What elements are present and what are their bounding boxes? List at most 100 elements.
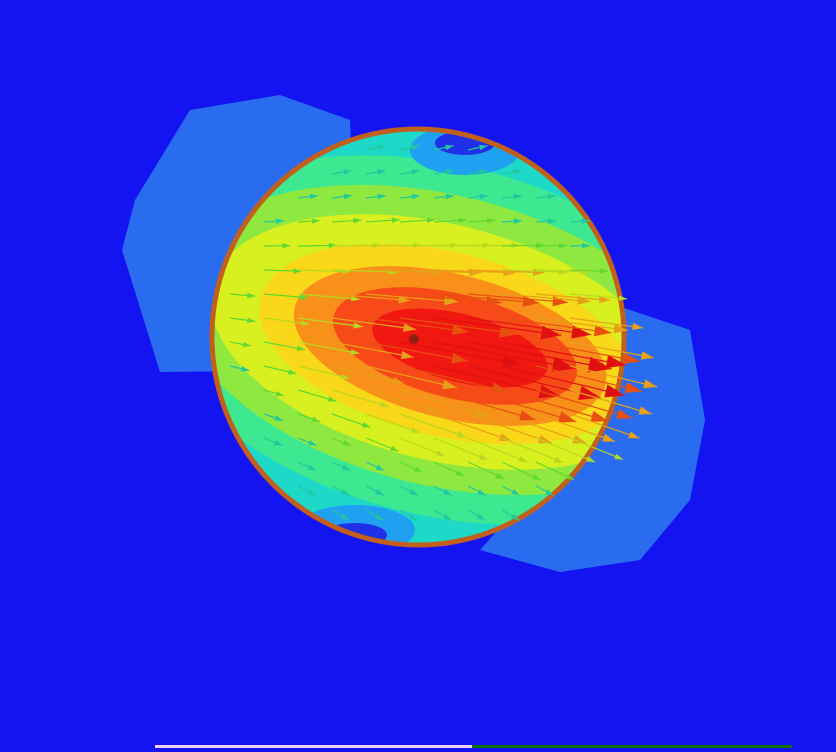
vector-head xyxy=(513,169,522,175)
vector-head xyxy=(293,268,302,274)
vector-head xyxy=(558,411,577,423)
vector-shaft xyxy=(433,437,488,461)
vector-shaft xyxy=(569,437,624,461)
vector-shaft xyxy=(501,269,569,273)
vector-head xyxy=(445,193,454,200)
vector-shaft xyxy=(331,317,416,330)
vector-shaft xyxy=(331,269,398,273)
vector-shaft xyxy=(399,317,519,335)
vector-head xyxy=(242,341,252,348)
vector-head xyxy=(311,416,321,422)
vector-shaft xyxy=(569,389,652,415)
vector-head xyxy=(537,434,552,444)
vector-head xyxy=(518,456,528,463)
vector-shaft xyxy=(331,293,411,302)
vector-head xyxy=(274,439,283,446)
vector-head xyxy=(300,320,310,326)
vector-head xyxy=(340,513,350,521)
vector-head xyxy=(602,433,616,442)
vector-head xyxy=(442,513,452,521)
vector-head xyxy=(477,489,486,496)
vector-head xyxy=(623,353,640,364)
status-bar xyxy=(155,745,472,748)
vector-head xyxy=(628,431,640,439)
vector-head xyxy=(375,464,385,471)
vector-shaft xyxy=(297,365,351,380)
vector-shaft xyxy=(535,293,610,301)
vector-shaft xyxy=(433,317,562,336)
vector-shaft xyxy=(331,341,414,358)
vector-head xyxy=(353,322,363,329)
vector-head xyxy=(565,473,575,480)
vector-head xyxy=(275,390,284,397)
vector-head xyxy=(479,169,488,175)
vector-head xyxy=(510,513,520,521)
vector-head xyxy=(604,384,625,398)
vector-head xyxy=(624,382,642,394)
vector-head xyxy=(590,410,609,422)
vector-head xyxy=(501,354,522,368)
vector-head xyxy=(498,433,512,442)
vector-head xyxy=(613,323,628,334)
vector-head xyxy=(593,324,612,337)
vector-shaft xyxy=(501,317,612,334)
vector-head xyxy=(247,317,256,324)
vector-head xyxy=(587,356,612,373)
vector-shaft xyxy=(399,365,510,393)
vector-shaft xyxy=(501,293,591,303)
vector-head xyxy=(282,242,291,249)
vector-shaft xyxy=(501,437,564,464)
vector-head xyxy=(341,373,350,380)
vector-shaft xyxy=(433,389,536,421)
vector-shaft xyxy=(433,413,512,442)
vector-shaft xyxy=(467,317,592,336)
vector-field xyxy=(229,144,658,521)
vector-shaft xyxy=(433,293,539,304)
vector-head xyxy=(341,489,350,496)
vector-head xyxy=(241,366,250,372)
vector-shaft xyxy=(365,293,459,303)
vector-head xyxy=(377,144,386,151)
vector-head xyxy=(540,325,562,340)
vector-head xyxy=(445,144,454,151)
vector-head xyxy=(351,295,360,302)
vector-shaft xyxy=(535,341,641,363)
vector-head xyxy=(605,355,627,369)
vector-head xyxy=(479,454,488,460)
vector-shaft xyxy=(501,389,609,422)
vector-head xyxy=(377,193,386,200)
vector-shaft xyxy=(365,317,469,333)
vector-head xyxy=(452,324,469,336)
vector-head xyxy=(430,268,442,276)
vector-head xyxy=(400,350,414,360)
vector-head xyxy=(377,169,386,175)
vector-head xyxy=(547,193,556,200)
vector-shaft xyxy=(535,437,596,463)
vector-head xyxy=(599,295,610,303)
vector-shaft xyxy=(399,341,522,366)
vector-shaft xyxy=(467,269,544,274)
vector-head xyxy=(375,489,384,496)
vector-head xyxy=(374,513,384,521)
vector-head xyxy=(476,513,486,521)
vector-shaft xyxy=(399,389,490,417)
vector-shaft xyxy=(331,365,404,384)
vector-head xyxy=(499,325,518,338)
vector-head xyxy=(311,218,320,224)
vector-shaft xyxy=(399,293,503,304)
vector-shaft xyxy=(467,341,612,370)
vector-head xyxy=(532,268,544,276)
vector-head xyxy=(361,422,371,428)
vector-head xyxy=(643,379,658,389)
vector-shaft xyxy=(365,341,468,362)
vector-shaft xyxy=(501,365,625,397)
status-bar xyxy=(472,745,792,748)
vector-shaft xyxy=(569,413,640,439)
vector-shaft xyxy=(399,269,482,274)
vector-shaft xyxy=(535,269,590,273)
vector-head xyxy=(435,450,445,457)
vector-head xyxy=(618,295,628,301)
vector-head xyxy=(513,218,522,224)
vector-head xyxy=(638,406,652,415)
